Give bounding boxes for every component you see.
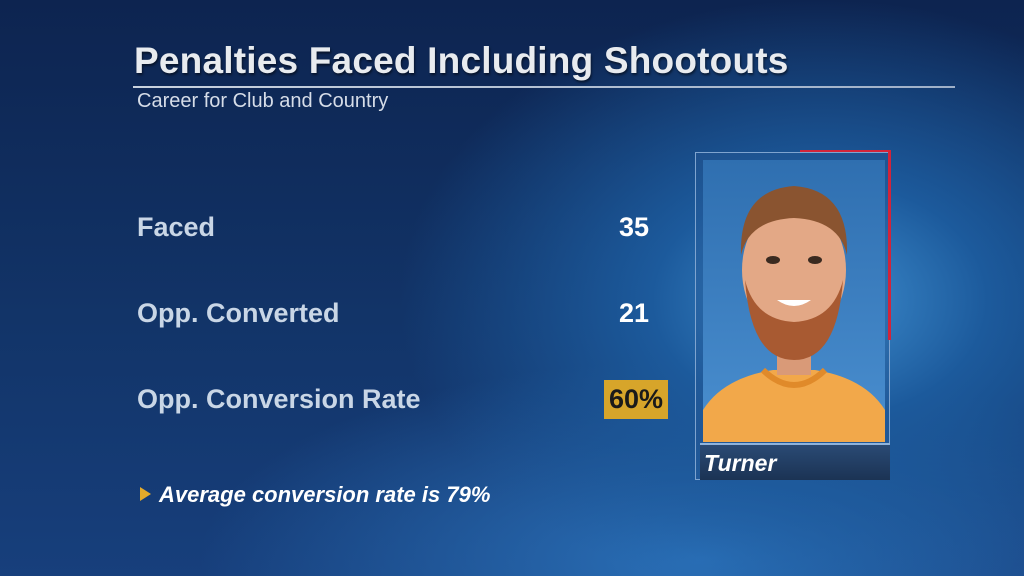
title-rule [133, 86, 955, 88]
card-accent [800, 150, 891, 152]
note-text: Average conversion rate is 79% [159, 482, 491, 507]
stat-label: Opp. Converted [137, 298, 340, 328]
stat-value: 21 [618, 298, 649, 328]
note: Average conversion rate is 79% [140, 482, 490, 508]
title: Penalties Faced Including Shootouts [134, 40, 789, 81]
stat-value: 35 [618, 212, 649, 242]
player-name: Turner [704, 450, 777, 476]
stat-value-highlight: 60% [603, 380, 668, 419]
stat-label: Faced [137, 212, 216, 242]
stat-label: Opp. Conversion Rate [137, 384, 421, 414]
subtitle: Career for Club and Country [137, 90, 389, 112]
name-bar: Turner [700, 443, 890, 480]
card-accent [888, 150, 891, 340]
player-photo [703, 160, 885, 442]
note-marker [140, 487, 151, 501]
